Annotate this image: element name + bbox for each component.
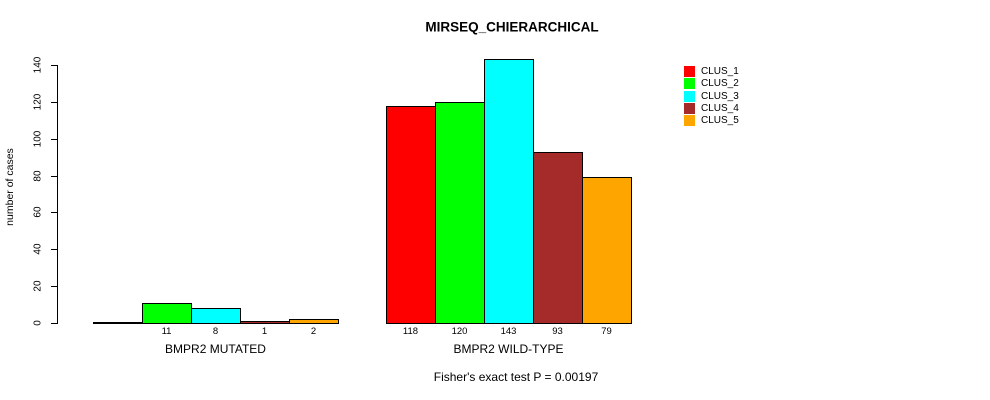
bar-clus_4-group-2 [533,152,583,324]
x-axis-group-label: BMPR2 MUTATED [165,342,266,356]
legend-swatch-clus_4 [684,103,695,114]
bar-value-label: 2 [310,326,317,337]
bar-clus_5-group-1 [289,319,339,324]
bar-clus_3-group-1 [191,308,241,324]
legend-swatch-clus_5 [684,115,695,126]
y-axis-tick-label: 60 [32,206,44,218]
y-axis-label: number of cases [4,148,16,226]
chart-title: MIRSEQ_CHIERARCHICAL [425,19,599,35]
y-axis-tick [51,212,57,213]
legend-swatch-clus_2 [684,78,695,89]
bar-clus_2-group-2 [435,102,485,324]
fisher-test-annotation: Fisher's exact test P = 0.00197 [433,370,599,384]
y-axis-tick-label: 40 [32,243,44,255]
bar-clus_4-group-1 [240,321,290,324]
bar-value-label: 1 [261,326,268,337]
y-axis-tick [51,323,57,324]
legend-label-clus_4: CLUS_4 [701,103,739,114]
bar-value-label: 11 [161,326,172,337]
bar-clus_3-group-2 [484,59,534,324]
legend-label-clus_2: CLUS_2 [701,78,739,89]
y-axis-line [57,65,58,324]
legend-label-clus_5: CLUS_5 [701,115,739,126]
bar-clus_5-group-2 [582,177,632,324]
bar-value-label: 8 [212,326,219,337]
y-axis-tick [51,139,57,140]
y-axis-tick [51,176,57,177]
legend-label-clus_3: CLUS_3 [701,91,739,102]
y-axis-tick-label: 20 [32,280,44,292]
y-axis-tick [51,249,57,250]
y-axis-tick [51,286,57,287]
bar-value-label: 79 [601,326,612,337]
bar-clus_2-group-1 [142,303,192,324]
y-axis-tick [51,65,57,66]
x-axis-group-label: BMPR2 WILD-TYPE [453,342,564,356]
y-axis-tick [51,102,57,103]
legend-label-clus_1: CLUS_1 [701,66,739,77]
y-axis-tick-label: 100 [32,130,44,148]
y-axis-tick-label: 80 [32,170,44,182]
bar-clus_1-group-2 [386,106,436,324]
y-axis-tick-label: 140 [32,56,44,74]
bar-value-label: 120 [451,326,468,337]
bar-value-label: 93 [552,326,563,337]
y-axis-tick-label: 120 [32,93,44,111]
legend-swatch-clus_3 [684,91,695,102]
legend-swatch-clus_1 [684,66,695,77]
bar-value-label: 143 [500,326,517,337]
bar-value-label: 118 [402,326,419,337]
bar-clus_1-group-1 [93,322,143,324]
y-axis-tick-label: 0 [32,320,44,326]
